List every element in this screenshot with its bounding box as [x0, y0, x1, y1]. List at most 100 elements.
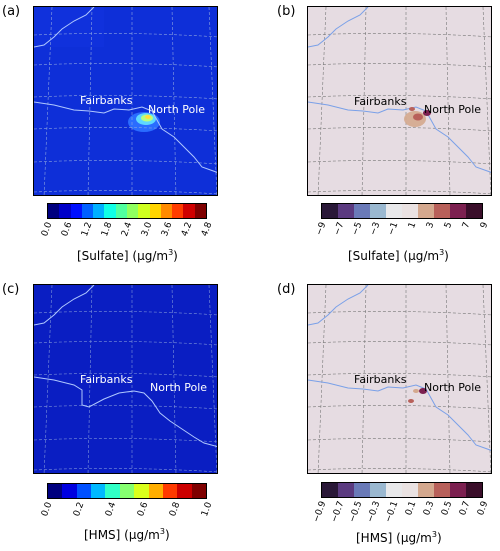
panel-c-map: Fairbanks North Pole: [33, 284, 218, 474]
panel-d-colorbar: [321, 482, 483, 498]
colorbar-tick-label: −0.3: [365, 500, 383, 524]
colorbar-segment: [76, 484, 92, 498]
colorbar-tick-label: 3.0: [140, 221, 155, 238]
colorbar-segment: [104, 204, 116, 218]
colorbar-segment: [370, 483, 386, 497]
colorbar-tick-label: 7: [461, 221, 473, 230]
panel-b-letter: (b): [277, 4, 296, 19]
panel-a-colorbar: [47, 203, 207, 219]
colorbar-segment: [126, 204, 139, 218]
colorbar-segment: [48, 204, 60, 218]
colorbar-tick-label: 4.2: [180, 221, 195, 238]
panel-c-letter: (c): [2, 282, 20, 297]
colorbar-tick-label: 0.7: [458, 500, 473, 517]
colorbar-tick-label: −7: [332, 221, 347, 237]
panel-c-colorbar-label: [HMS] (μg/m3): [84, 527, 170, 542]
colorbar-segment: [62, 484, 77, 498]
colorbar-tick-label: −9: [314, 221, 329, 237]
colorbar-tick-label: 1.2: [80, 221, 95, 238]
colorbar-segment: [466, 204, 482, 218]
colorbar-tick-label: 3.6: [160, 221, 175, 238]
colorbar-segment: [134, 484, 149, 498]
colorbar-tick-label: 0.6: [60, 221, 75, 238]
colorbar-segment: [194, 204, 206, 218]
panel-c-colorbar: [47, 483, 207, 499]
colorbar-segment: [322, 483, 338, 497]
colorbar-segment: [338, 204, 354, 218]
colorbar-tick-label: 0.5: [440, 500, 455, 517]
colorbar-segment: [59, 204, 71, 218]
panel-b-colorbar: [321, 203, 483, 219]
colorbar-tick-label: 0.1: [404, 500, 419, 517]
panel-b-map-svg: [308, 7, 491, 195]
colorbar-tick-label: −0.1: [383, 500, 401, 524]
colorbar-segment: [81, 204, 94, 218]
colorbar-tick-label: 0.6: [136, 501, 151, 518]
colorbar-segment: [434, 204, 450, 218]
colorbar-segment: [386, 483, 402, 497]
colorbar-tick-label: 0.8: [168, 501, 183, 518]
colorbar-segment: [402, 204, 418, 218]
panel-d-letter: (d): [277, 282, 296, 297]
panel-a-colorbar-label: [Sulfate] (μg/m3): [77, 248, 178, 263]
colorbar-segment: [149, 204, 161, 218]
colorbar-tick-label: 0.0: [40, 501, 55, 518]
colorbar-segment: [418, 483, 434, 497]
panel-b-label-north-pole: North Pole: [424, 103, 482, 116]
panel-b-map: Fairbanks North Pole: [307, 6, 492, 196]
colorbar-segment: [177, 484, 192, 498]
panel-c-map-svg: [34, 285, 217, 473]
panel-a-map-svg: [34, 7, 217, 195]
colorbar-segment: [322, 204, 338, 218]
colorbar-segment: [370, 204, 386, 218]
panel-a-map: Fairbanks North Pole: [33, 6, 218, 196]
panel-a-letter: (a): [2, 4, 21, 19]
panel-d-label-north-pole: North Pole: [424, 381, 482, 394]
colorbar-segment: [386, 204, 402, 218]
colorbar-tick-label: −1: [386, 221, 401, 237]
colorbar-segment: [354, 483, 370, 497]
colorbar-tick-label: 4.8: [200, 221, 215, 238]
colorbar-segment: [354, 204, 370, 218]
colorbar-segment: [115, 204, 127, 218]
colorbar-segment: [119, 484, 135, 498]
panel-a-label-fairbanks: Fairbanks: [80, 94, 133, 107]
colorbar-tick-label: −0.9: [311, 500, 329, 524]
colorbar-segment: [450, 204, 466, 218]
colorbar-tick-label: 3: [425, 221, 437, 230]
colorbar-tick-label: 1.0: [200, 501, 215, 518]
colorbar-tick-label: 0.9: [476, 500, 491, 517]
colorbar-tick-label: 0.4: [104, 501, 119, 518]
panel-b-colorbar-label: [Sulfate] (μg/m3): [348, 248, 449, 263]
colorbar-segment: [450, 483, 466, 497]
colorbar-segment: [160, 204, 173, 218]
colorbar-segment: [191, 484, 206, 498]
colorbar-tick-label: 9: [479, 221, 491, 230]
colorbar-tick-label: 5: [443, 221, 455, 230]
panel-d-map: Fairbanks North Pole: [307, 284, 492, 474]
colorbar-segment: [162, 484, 178, 498]
panel-d-label-fairbanks: Fairbanks: [354, 373, 407, 386]
colorbar-segment: [148, 484, 163, 498]
colorbar-segment: [434, 483, 450, 497]
colorbar-segment: [91, 484, 106, 498]
colorbar-segment: [418, 204, 434, 218]
panel-d-map-svg: [308, 285, 491, 473]
colorbar-tick-label: 2.4: [120, 221, 135, 238]
colorbar-segment: [466, 483, 482, 497]
colorbar-tick-label: 1: [407, 221, 419, 230]
colorbar-segment: [402, 483, 418, 497]
colorbar-tick-label: 0.3: [422, 500, 437, 517]
colorbar-tick-label: −3: [368, 221, 383, 237]
colorbar-segment: [172, 204, 184, 218]
panel-b-label-fairbanks: Fairbanks: [354, 95, 407, 108]
panel-d-colorbar-label: [HMS] (μg/m3): [356, 530, 442, 545]
colorbar-segment: [183, 204, 195, 218]
panel-c-label-north-pole: North Pole: [150, 381, 208, 394]
colorbar-tick-label: −0.5: [347, 500, 365, 524]
colorbar-tick-label: 0.2: [72, 501, 87, 518]
colorbar-tick-label: 1.8: [100, 221, 115, 238]
panel-a-label-north-pole: North Pole: [148, 103, 206, 116]
colorbar-segment: [93, 204, 105, 218]
colorbar-tick-label: −0.7: [329, 500, 347, 524]
